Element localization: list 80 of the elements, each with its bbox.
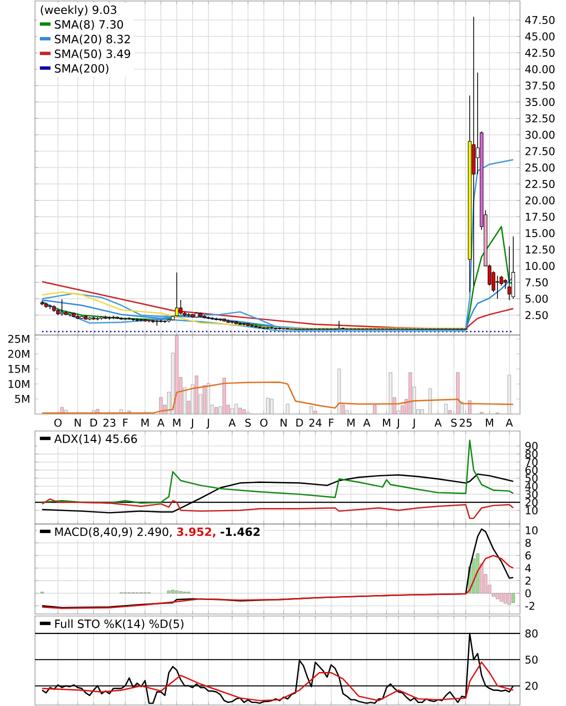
x-tick-label: 23 bbox=[103, 418, 116, 427]
y-tick-label: 50 bbox=[526, 656, 538, 664]
text: Full STO %K(14) %D(5) bbox=[55, 619, 184, 630]
y-tick-label: 45.00 bbox=[525, 32, 555, 40]
x-tick-label: D bbox=[296, 418, 303, 426]
y-tick-label: 20.00 bbox=[525, 196, 555, 204]
x-tick-label: J bbox=[206, 418, 209, 429]
x-tick-label: M bbox=[486, 418, 494, 426]
x-tick-label: F bbox=[329, 418, 334, 426]
x-tick-label: M bbox=[142, 418, 149, 426]
y-tick-label: 20 bbox=[525, 682, 538, 690]
legend-label: SMA(200) bbox=[54, 64, 108, 74]
y-tick-label: 35.00 bbox=[526, 98, 555, 106]
x-tick-label: J bbox=[396, 418, 399, 429]
x-tick-label: F bbox=[123, 418, 128, 426]
y-tick-label: 15.00 bbox=[526, 229, 555, 238]
x-tick-label: O bbox=[260, 418, 268, 427]
y-tick-label: 4 bbox=[525, 564, 531, 572]
text: ADX(14) 45.66 bbox=[54, 434, 137, 444]
x-tick-label: D bbox=[90, 418, 98, 426]
y-tick-label: 50 bbox=[526, 474, 538, 482]
y-tick-label: 37.50 bbox=[526, 82, 555, 90]
y-tick-label: 8 bbox=[525, 538, 531, 547]
y-tick-label: 90 bbox=[525, 442, 538, 450]
annotation: -1.462 bbox=[220, 527, 260, 536]
legend-label: SMA(20) 8.32 bbox=[54, 34, 130, 45]
y-tick-label: 40.00 bbox=[525, 65, 555, 74]
y-tick-label: -2 bbox=[525, 602, 534, 610]
chart-title: (weekly) 9.03 bbox=[40, 5, 116, 16]
y-tick-label: 70 bbox=[526, 458, 538, 466]
x-tick-label: 25 bbox=[460, 418, 472, 427]
text: 3.952, bbox=[177, 527, 216, 538]
y-tick-label: 47.50 bbox=[525, 16, 555, 24]
x-tick-label: M bbox=[383, 418, 390, 426]
y-tick-label: 10 bbox=[526, 506, 538, 514]
x-tick-label: A bbox=[228, 418, 236, 426]
y-tick-label: 2.50 bbox=[525, 311, 548, 320]
x-tick-label: N bbox=[280, 418, 287, 426]
y-tick-label: 7.50 bbox=[526, 278, 548, 286]
y-tick-label: 80 bbox=[525, 450, 538, 458]
y-tick-label: 6 bbox=[525, 551, 531, 560]
x-tick-label: A bbox=[434, 418, 442, 426]
y-tick-label: 27.50 bbox=[525, 147, 555, 156]
x-tick-label: N bbox=[74, 418, 81, 426]
x-tick-label: A bbox=[363, 418, 370, 426]
y-tick-label: 30.00 bbox=[526, 130, 555, 139]
x-tick-label: J bbox=[190, 418, 194, 429]
y-tick-label: 25M bbox=[8, 334, 30, 343]
x-tick-label: M bbox=[347, 418, 354, 426]
y-tick-label: 10M bbox=[8, 380, 30, 388]
x-tick-label: A bbox=[157, 418, 164, 426]
x-tick-label: M bbox=[173, 418, 180, 426]
y-tick-label: 30 bbox=[526, 490, 538, 498]
y-tick-label: 15M bbox=[8, 364, 30, 373]
y-tick-label: 10 bbox=[526, 526, 538, 534]
y-tick-label: 17.50 bbox=[526, 212, 555, 221]
y-tick-label: 42.50 bbox=[525, 48, 555, 57]
y-tick-label: 10.00 bbox=[526, 262, 555, 270]
y-tick-label: 32.50 bbox=[526, 114, 555, 122]
y-tick-label: 5.00 bbox=[526, 294, 548, 303]
y-tick-label: 22.50 bbox=[525, 180, 555, 188]
y-tick-label: 5M bbox=[15, 395, 30, 403]
legend-label: SMA(8) 7.30 bbox=[54, 20, 123, 30]
y-tick-label: 0 bbox=[525, 589, 531, 598]
y-tick-label: 40 bbox=[525, 482, 538, 490]
y-tick-label: 25.00 bbox=[525, 164, 555, 172]
text: MACD(8,40,9) 2.490, bbox=[55, 527, 172, 538]
y-tick-label: 20 bbox=[525, 498, 538, 506]
legend-label: SMA(50) 3.49 bbox=[54, 49, 130, 60]
y-tick-label: 60 bbox=[525, 466, 538, 474]
y-tick-label: 12.50 bbox=[526, 246, 555, 254]
y-tick-label: 20M bbox=[8, 350, 30, 358]
x-tick-label: J bbox=[412, 418, 415, 429]
y-tick-label: 80 bbox=[525, 629, 538, 638]
x-tick-label: S bbox=[451, 418, 457, 427]
y-tick-label: 2 bbox=[525, 576, 530, 585]
x-tick-label: 24 bbox=[309, 418, 322, 427]
x-tick-label: A bbox=[506, 418, 513, 426]
x-tick-label: S bbox=[245, 418, 251, 427]
x-tick-label: O bbox=[54, 418, 62, 427]
